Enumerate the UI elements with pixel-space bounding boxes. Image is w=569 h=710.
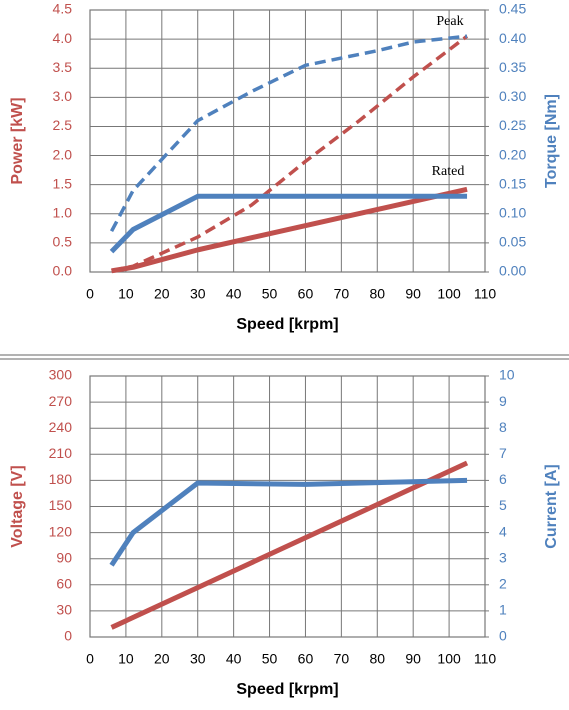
y-tick-label: 2.0 — [53, 146, 73, 162]
y-tick-label: 270 — [49, 393, 73, 409]
plot-frame — [89, 375, 486, 638]
y2-tick-label: 5 — [499, 497, 507, 513]
x-tick-label: 30 — [190, 651, 206, 667]
y2-tick-label: 0.35 — [499, 59, 526, 75]
x-tick-label: 50 — [262, 651, 278, 667]
y-tick-label: 4.5 — [53, 1, 73, 17]
x-tick-label: 10 — [118, 286, 134, 302]
x-tick-label: 0 — [86, 286, 94, 302]
x-tick-label: 110 — [474, 651, 497, 667]
y2-axis-title: Current [A] — [543, 464, 560, 548]
y2-tick-label: 0.20 — [499, 146, 526, 162]
series-line — [111, 34, 469, 273]
y-tick-label: 120 — [49, 523, 73, 539]
y-tick-label: 300 — [49, 367, 73, 383]
y2-tick-label: 3 — [499, 549, 507, 565]
y2-tick-label: 0.10 — [499, 204, 526, 220]
y2-tick-label: 8 — [499, 419, 507, 435]
y2-tick-label: 0.25 — [499, 117, 526, 133]
y-tick-label: 0.5 — [53, 234, 73, 250]
y2-tick-label: 6 — [499, 471, 507, 487]
x-tick-label: 0 — [86, 651, 94, 667]
x-tick-label: 110 — [474, 286, 497, 302]
y2-tick-label: 0.05 — [499, 234, 526, 250]
x-tick-label: 80 — [369, 286, 385, 302]
series-line — [110, 460, 469, 630]
y-tick-label: 180 — [49, 471, 73, 487]
y2-tick-label: 9 — [499, 393, 507, 409]
x-tick-label: 60 — [298, 286, 314, 302]
y2-tick-label: 0.00 — [499, 263, 526, 279]
y-tick-label: 210 — [49, 445, 73, 461]
annotation: Rated — [432, 164, 465, 179]
y-tick-label: 0.0 — [53, 263, 73, 279]
y-tick-label: 3.0 — [53, 88, 73, 104]
y2-tick-label: 0.15 — [499, 175, 526, 191]
y2-tick-label: 0.40 — [499, 30, 526, 46]
y2-tick-label: 0.45 — [499, 1, 526, 17]
y-tick-label: 4.0 — [53, 30, 73, 46]
y-tick-label: 2.5 — [53, 117, 73, 133]
x-tick-label: 20 — [154, 286, 170, 302]
y2-tick-label: 4 — [499, 523, 507, 539]
x-tick-label: 80 — [369, 651, 385, 667]
x-tick-label: 70 — [334, 651, 350, 667]
x-axis-title: Speed [krpm] — [236, 681, 338, 698]
y2-tick-label: 0 — [499, 628, 507, 644]
x-tick-label: 100 — [437, 651, 461, 667]
x-axis-title: Speed [krpm] — [236, 316, 338, 333]
y2-tick-label: 1 — [499, 602, 507, 618]
x-tick-label: 40 — [226, 286, 242, 302]
series-line — [109, 34, 468, 233]
y-tick-label: 30 — [56, 602, 72, 618]
y-tick-label: 60 — [56, 576, 72, 592]
y2-tick-label: 10 — [499, 367, 515, 383]
x-tick-label: 40 — [226, 651, 242, 667]
series-line — [109, 477, 468, 567]
x-tick-label: 20 — [154, 651, 170, 667]
x-tick-label: 70 — [334, 286, 350, 302]
y-tick-label: 240 — [49, 419, 73, 435]
y2-tick-label: 2 — [499, 576, 507, 592]
y2-axis-title: Torque [Nm] — [543, 94, 560, 188]
y2-tick-label: 0.30 — [499, 88, 526, 104]
y-tick-label: 1.5 — [53, 175, 73, 191]
y-tick-label: 90 — [56, 549, 72, 565]
y-tick-label: 1.0 — [53, 204, 73, 220]
y-axis-title: Power [kW] — [9, 97, 26, 184]
y-tick-label: 0 — [64, 628, 72, 644]
x-tick-label: 60 — [298, 651, 314, 667]
x-tick-label: 30 — [190, 286, 206, 302]
y-tick-label: 3.5 — [53, 59, 73, 75]
x-tick-label: 100 — [437, 286, 461, 302]
x-tick-label: 90 — [405, 651, 421, 667]
annotation: Peak — [436, 14, 463, 29]
x-tick-label: 10 — [118, 651, 134, 667]
y2-tick-label: 7 — [499, 445, 507, 461]
y-tick-label: 150 — [49, 497, 73, 513]
series-line — [111, 186, 468, 274]
x-tick-label: 90 — [405, 286, 421, 302]
series-line — [109, 193, 468, 254]
x-tick-label: 50 — [262, 286, 278, 302]
plot-frame — [89, 9, 486, 273]
y-axis-title: Voltage [V] — [9, 465, 26, 547]
